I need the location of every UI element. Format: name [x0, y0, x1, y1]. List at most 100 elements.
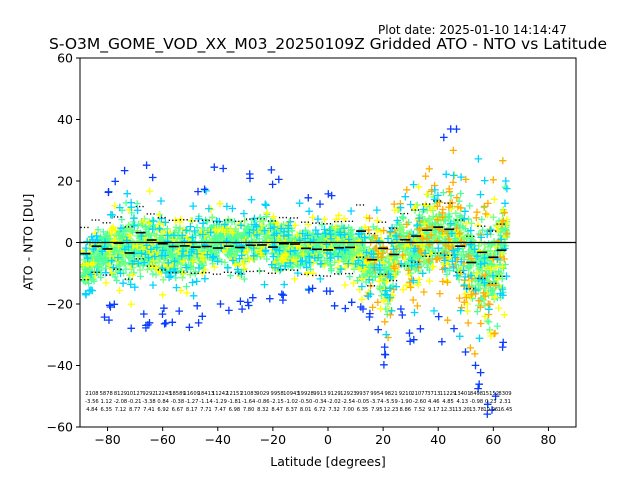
annotation-means: 4.46 [428, 399, 440, 405]
annotation-stds: 7.52 [414, 407, 426, 413]
annotation-stds: 7.47 [214, 407, 226, 413]
y-tick-label: 0 [65, 235, 73, 250]
annotation-means: -1.29 [213, 399, 226, 405]
annotation-means: -2.54 [342, 399, 356, 405]
annotation-counts: 15152 [483, 391, 500, 397]
annotation-stds: 8.86 [400, 407, 412, 413]
annotation-counts: 9210 [399, 391, 412, 397]
annotation-stds: 7.95 [371, 407, 383, 413]
annotation-counts: 12243 [155, 391, 172, 397]
scatter-points-0a3cff [100, 125, 507, 418]
y-tick-label: −60 [47, 420, 73, 435]
annotation-counts: 9913 [313, 391, 326, 397]
annotation-means: -0.21 [128, 399, 141, 405]
annotation-counts: 11609 [183, 391, 200, 397]
annotation-means: -1.14 [199, 399, 213, 405]
annotation-stds: 7.71 [200, 407, 212, 413]
annotation-stds: 13.78 [469, 407, 484, 413]
annotation-counts: 8498 [470, 391, 483, 397]
x-axis-ticks: −80 −60 −40 −20 0 20 40 60 80 [94, 427, 556, 447]
annotation-counts: 10127 [126, 391, 143, 397]
x-tick-label: 40 [430, 432, 446, 447]
annotation-stds: 7.00 [343, 407, 355, 413]
annotation-means: -3.56 [85, 399, 98, 405]
annotation-counts: 8309 [498, 391, 511, 397]
annotation-counts: 18589 [169, 391, 186, 397]
annotation-counts: 9029 [256, 391, 269, 397]
scatter-points-00d4ff [81, 155, 511, 343]
annotation-stds: 7.80 [243, 407, 255, 413]
annotation-means: -3.74 [370, 399, 384, 405]
annotation-means: -1.02 [285, 399, 298, 405]
annotation-means: -3.38 [142, 399, 155, 405]
annotation-counts: 12151 [226, 391, 243, 397]
y-tick-label: −20 [47, 297, 73, 312]
annotation-means: -1.90 [399, 399, 412, 405]
annotation-means: -2.02 [327, 399, 340, 405]
annotation-means: -1.81 [228, 399, 241, 405]
annotation-stds: 8.47 [271, 407, 283, 413]
annotation-counts: 3713 [427, 391, 440, 397]
annotation-counts: 21083 [240, 391, 257, 397]
annotation-stds: 6.67 [172, 407, 184, 413]
annotation-stds: 13.20 [455, 407, 470, 413]
annotation-stds: 8.32 [257, 407, 269, 413]
annotation-means: -2.15 [270, 399, 283, 405]
annotation-stds: 6.35 [100, 407, 112, 413]
plot-date: Plot date: 2025-01-10 14:14:47 [378, 23, 567, 37]
x-tick-label: 0 [324, 432, 332, 447]
annotation-counts: 19928 [297, 391, 314, 397]
annotation-stds: 6.92 [157, 407, 169, 413]
annotation-means: -1.64 [242, 399, 256, 405]
annotation-counts: 11242 [212, 391, 229, 397]
annotation-stds: 8.17 [186, 407, 198, 413]
x-tick-label: 80 [540, 432, 556, 447]
annotation-counts: 9958 [271, 391, 284, 397]
x-tick-label: −80 [94, 432, 120, 447]
annotation-stds: 8.77 [129, 407, 141, 413]
annotation-stds: 7.41 [143, 407, 155, 413]
x-axis-label: Latitude [degrees] [270, 454, 386, 469]
annotation-counts: 9954 [370, 391, 384, 397]
annotation-counts: 2108 [85, 391, 98, 397]
annotation-counts: 9937 [356, 391, 369, 397]
annotation-counts: 12923 [340, 391, 357, 397]
annotation-stds: 8.37 [286, 407, 298, 413]
annotation-counts: 18413 [198, 391, 215, 397]
annotation-counts: 10943 [283, 391, 300, 397]
annotation-stds: 12.31 [441, 407, 456, 413]
x-tick-label: −20 [260, 432, 286, 447]
y-axis-ticks: −60 −40 −20 0 20 40 60 [47, 51, 80, 435]
annotation-means: 4.85 [442, 399, 454, 405]
annotation-stds: 4.84 [86, 407, 98, 413]
annotation-stds: 6.98 [229, 407, 241, 413]
annotation-means: -2.08 [114, 399, 127, 405]
annotation-stds: 10.96 [483, 407, 498, 413]
annotation-counts: 5878 [100, 391, 113, 397]
annotation-counts: 9292 [142, 391, 155, 397]
annotation-means: -1.27 [185, 399, 198, 405]
annotation-counts: 9129 [328, 391, 341, 397]
annotation-counts: 9821 [384, 391, 397, 397]
annotation-counts: 8129 [114, 391, 127, 397]
annotation-means: 0.23 [485, 399, 497, 405]
y-tick-label: 20 [57, 174, 73, 189]
annotation-counts: 13401 [454, 391, 471, 397]
annotation-stds: 16.45 [498, 407, 513, 413]
annotation-means: -0.98 [470, 399, 483, 405]
y-tick-label: 40 [57, 112, 73, 127]
annotation-means: -0.34 [313, 399, 327, 405]
annotation-means: -0.38 [171, 399, 184, 405]
annotation-means: -2.60 [413, 399, 426, 405]
x-tick-label: −60 [149, 432, 175, 447]
annotation-means: 4.13 [456, 399, 468, 405]
y-tick-label: 60 [57, 51, 73, 66]
annotation-counts: 11229 [440, 391, 457, 397]
annotation-means: -0.05 [356, 399, 369, 405]
annotation-counts: 21077 [411, 391, 428, 397]
annotation-means: -0.86 [256, 399, 269, 405]
y-axis-label: ATO - NTO [DU] [20, 193, 36, 291]
chart-title: S-O3M_GOME_VOD_XX_M03_20250109Z Gridded … [48, 35, 607, 53]
